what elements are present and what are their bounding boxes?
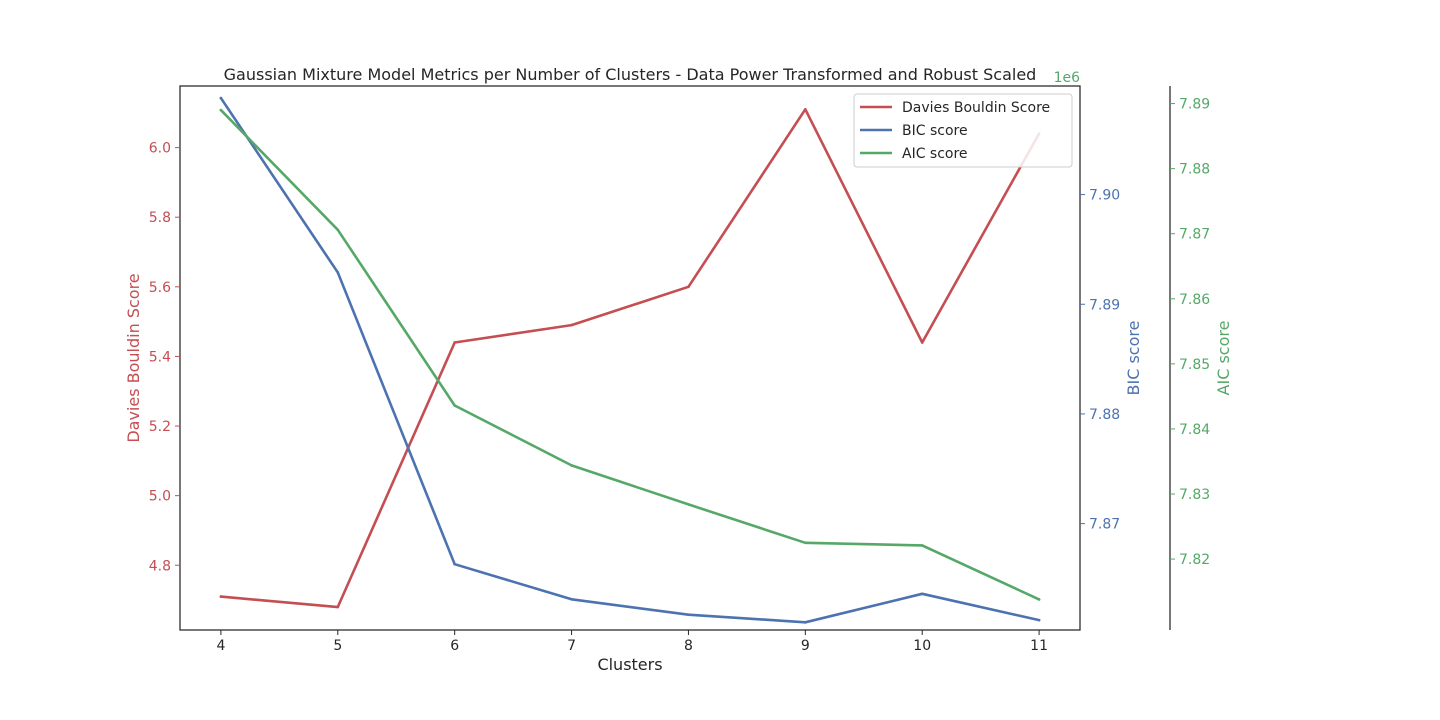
davies-tick-label: 4.8 [149, 558, 171, 574]
x-axis-label: Clusters [597, 655, 662, 674]
plot-frame [179, 85, 1081, 631]
data-point-davies [336, 605, 340, 609]
legend-entry: AIC score [902, 146, 968, 162]
legend-box [853, 93, 1073, 168]
series-line-bic [219, 96, 1041, 624]
series-line-davies [219, 108, 1041, 609]
aic-axis-label: AIC score [1214, 321, 1233, 396]
data-point-aic [1037, 598, 1041, 601]
data-point-aic [453, 404, 456, 407]
data-point-bic [570, 597, 573, 601]
data-point-bic [453, 562, 456, 566]
davies-tick-label: 5.8 [149, 210, 171, 226]
x-tick-label: 6 [450, 638, 459, 654]
data-point-bic [219, 96, 223, 100]
aic-tick-label: 7.84 [1179, 422, 1210, 438]
davies-tick-label: 5.6 [149, 280, 171, 296]
data-point-davies [804, 108, 807, 111]
legend: Davies Bouldin Score BIC score AIC score [853, 93, 1073, 168]
chart-title: Gaussian Mixture Model Metrics per Numbe… [224, 65, 1037, 84]
davies-axis-label: Davies Bouldin Score [124, 273, 143, 442]
data-point-davies [570, 323, 573, 327]
legend-entry: BIC score [902, 123, 968, 139]
data-point-bic [920, 592, 924, 596]
legend-entry: Davies Bouldin Score [902, 100, 1050, 116]
data-point-davies [453, 341, 456, 344]
bic-tick-label: 7.87 [1089, 517, 1120, 533]
data-point-aic [920, 544, 924, 547]
x-tick-label: 11 [1030, 638, 1048, 654]
aic-tick-label: 7.85 [1179, 357, 1210, 373]
data-point-bic [336, 271, 340, 274]
series-layer [219, 96, 1041, 624]
aic-tick-label: 7.88 [1179, 162, 1210, 178]
data-point-aic [687, 503, 690, 506]
axes-layer: 4 5 6 7 8 9 10 11 4.8 5.0 5.2 5.4 5.6 5.8 6.0 Davies Bo… [124, 70, 1233, 654]
davies-tick-label: 6.0 [149, 141, 171, 157]
aic-tick-label: 7.87 [1179, 227, 1210, 243]
series-line-aic [219, 108, 1041, 601]
data-point-bic [1037, 618, 1041, 622]
bic-axis-label: BIC score [1124, 321, 1143, 396]
davies-tick-label: 5.2 [149, 419, 171, 435]
x-tick-label: 7 [567, 638, 576, 654]
data-point-davies [219, 595, 223, 598]
bic-tick-label: 7.89 [1089, 297, 1120, 313]
bic-offset-label: 1e6 [1054, 70, 1081, 86]
data-point-davies [687, 285, 690, 289]
data-point-aic [336, 228, 340, 232]
x-tick-label: 4 [216, 638, 225, 654]
data-point-aic [804, 541, 807, 545]
x-tick-label: 8 [684, 638, 693, 654]
aic-tick-label: 7.83 [1179, 487, 1210, 503]
data-point-aic [219, 108, 223, 112]
x-tick-label: 9 [801, 638, 810, 654]
data-point-bic [804, 621, 807, 624]
data-point-davies [920, 341, 924, 344]
x-tick-label: 10 [913, 638, 931, 654]
data-point-aic [570, 464, 573, 467]
x-tick-label: 5 [333, 638, 342, 654]
aic-tick-label: 7.86 [1179, 292, 1210, 308]
data-point-bic [687, 613, 690, 616]
aic-tick-label: 7.89 [1179, 97, 1210, 113]
aic-tick-label: 7.82 [1179, 552, 1210, 568]
bic-tick-label: 7.90 [1089, 188, 1120, 204]
bic-tick-label: 7.88 [1089, 407, 1120, 423]
davies-tick-label: 5.0 [149, 489, 171, 505]
davies-tick-label: 5.4 [149, 349, 171, 365]
